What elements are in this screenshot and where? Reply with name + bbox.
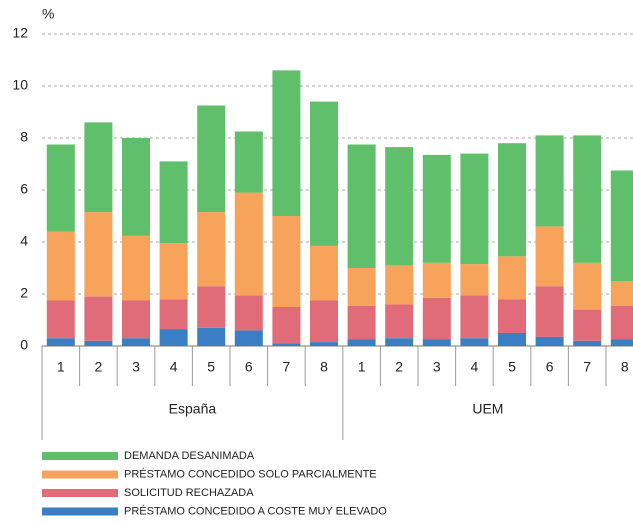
x-tick-label: 8 bbox=[320, 359, 328, 375]
legend-label: DEMANDA DESANIMADA bbox=[124, 450, 255, 462]
bar-segment bbox=[573, 262, 602, 310]
bar-segment bbox=[460, 153, 489, 265]
bar-segment bbox=[535, 226, 564, 287]
group-label: UEM bbox=[472, 401, 503, 417]
bar-segment bbox=[385, 304, 414, 339]
bar-segment bbox=[197, 105, 226, 213]
bar-segment bbox=[460, 264, 489, 296]
bar-segment bbox=[122, 235, 150, 301]
x-tick-label: 1 bbox=[57, 359, 65, 375]
x-tick-label: 2 bbox=[95, 359, 103, 375]
bar-segment bbox=[460, 295, 489, 339]
bar-segment bbox=[347, 305, 376, 340]
bar-segment bbox=[159, 299, 188, 330]
bar-segment bbox=[347, 339, 376, 346]
bar-segment bbox=[84, 212, 113, 297]
y-tick-label: 0 bbox=[20, 337, 28, 353]
bar-segment bbox=[272, 307, 301, 344]
bar-segment bbox=[385, 338, 414, 346]
bar-segment bbox=[272, 216, 301, 307]
y-tick-label: 8 bbox=[20, 129, 28, 145]
bar-segment bbox=[535, 286, 564, 337]
x-tick-label: 2 bbox=[395, 359, 403, 375]
bar-segment bbox=[422, 339, 451, 346]
x-tick-label: 6 bbox=[546, 359, 554, 375]
group-label: España bbox=[169, 401, 217, 417]
x-tick-label: 1 bbox=[358, 359, 366, 375]
y-tick-label: 2 bbox=[20, 285, 28, 301]
x-tick-label: 7 bbox=[283, 359, 291, 375]
bar-segment bbox=[272, 70, 301, 217]
unit-label: % bbox=[42, 6, 54, 22]
bar-segment bbox=[347, 268, 376, 306]
legend-label: SOLICITUD RECHAZADA bbox=[124, 487, 254, 499]
legend-swatch bbox=[42, 507, 118, 516]
bar-segment bbox=[610, 170, 633, 281]
bar-segment bbox=[535, 336, 564, 346]
bar-segment bbox=[385, 147, 414, 266]
bar-segment bbox=[385, 265, 414, 305]
bar-segment bbox=[310, 342, 338, 346]
x-tick-label: 5 bbox=[207, 359, 215, 375]
bar-segment bbox=[498, 333, 526, 346]
bar-segment bbox=[122, 338, 150, 346]
bar-segment bbox=[122, 300, 150, 339]
x-tick-label: 4 bbox=[170, 359, 178, 375]
bar-segment bbox=[610, 305, 633, 340]
bar-segment bbox=[535, 135, 564, 227]
bar-segment bbox=[234, 131, 263, 193]
legend-swatch bbox=[42, 452, 118, 460]
bar-segment bbox=[159, 329, 188, 346]
bar-segment bbox=[610, 339, 633, 346]
bar-segment bbox=[310, 300, 338, 343]
bar-segment bbox=[122, 138, 150, 236]
y-tick-label: 12 bbox=[12, 25, 28, 41]
legend-label: PRÉSTAMO CONCEDIDO SOLO PARCIALMENTE bbox=[124, 467, 377, 480]
bar-segment bbox=[197, 286, 226, 328]
x-tick-label: 6 bbox=[245, 359, 253, 375]
bar-segment bbox=[84, 296, 113, 341]
bar-segment bbox=[422, 297, 451, 340]
bar-segment bbox=[347, 144, 376, 268]
bar-segment bbox=[498, 299, 526, 333]
bar-segment bbox=[46, 144, 75, 232]
y-tick-label: 6 bbox=[20, 181, 28, 197]
bar-segment bbox=[46, 231, 75, 301]
bar-segment bbox=[84, 122, 113, 213]
x-tick-label: 5 bbox=[508, 359, 516, 375]
legend-swatch bbox=[42, 489, 118, 497]
bar-segment bbox=[310, 245, 338, 301]
bar-segment bbox=[197, 212, 226, 287]
bar-segment bbox=[234, 295, 263, 331]
bar-segment bbox=[610, 281, 633, 306]
bar-segment bbox=[234, 192, 263, 296]
x-tick-label: 4 bbox=[471, 359, 479, 375]
bar-segment bbox=[422, 262, 451, 298]
bar-segment bbox=[197, 327, 226, 346]
bar-segment bbox=[46, 338, 75, 346]
bar-segment bbox=[460, 338, 489, 346]
x-tick-label: 3 bbox=[132, 359, 140, 375]
x-tick-label: 3 bbox=[433, 359, 441, 375]
bar-segment bbox=[498, 256, 526, 300]
bar-segment bbox=[573, 135, 602, 263]
x-tick-label: 8 bbox=[621, 359, 629, 375]
bar-segment bbox=[46, 300, 75, 339]
bar-segment bbox=[272, 343, 301, 346]
bar-segment bbox=[422, 154, 451, 263]
x-tick-label: 7 bbox=[583, 359, 591, 375]
bar-segment bbox=[159, 243, 188, 300]
y-tick-label: 10 bbox=[12, 77, 28, 93]
bar-segment bbox=[84, 340, 113, 346]
legend-swatch bbox=[42, 470, 118, 479]
bar-segment bbox=[310, 101, 338, 246]
bar-segment bbox=[573, 340, 602, 346]
bar-segment bbox=[159, 161, 188, 244]
y-tick-label: 4 bbox=[20, 233, 28, 249]
legend-label: PRÉSTAMO CONCEDIDO A COSTE MUY ELEVADO bbox=[124, 504, 387, 517]
bar-segment bbox=[234, 330, 263, 346]
bar-segment bbox=[573, 309, 602, 341]
bar-segment bbox=[498, 143, 526, 257]
